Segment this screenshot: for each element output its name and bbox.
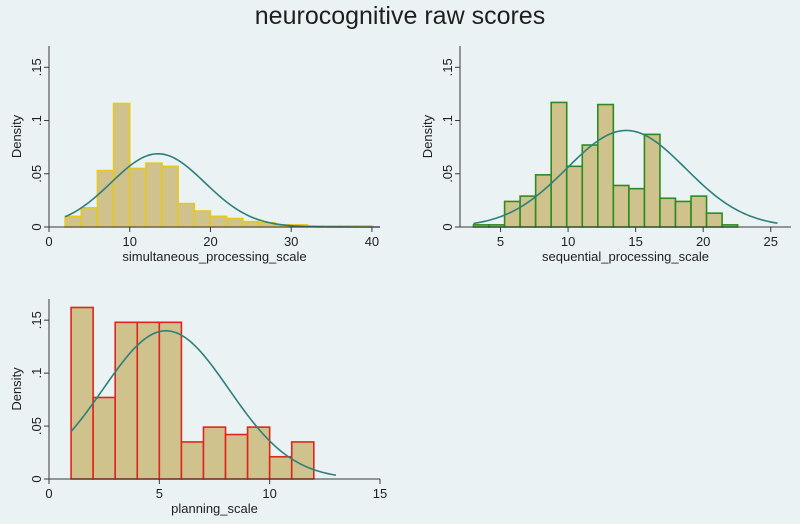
histogram-bar — [612, 184, 630, 228]
histogram-bar — [224, 433, 249, 480]
histogram-bar — [193, 210, 212, 228]
x-axis-label: simultaneous_processing_scale — [122, 249, 306, 264]
histogram-bar — [246, 426, 271, 480]
y-tick-label: .1 — [29, 368, 44, 379]
x-tick-label: 15 — [628, 234, 642, 249]
histogram-bar — [534, 174, 552, 228]
histogram-bar — [597, 103, 615, 228]
x-tick-label: 10 — [262, 486, 276, 501]
histogram-bar — [659, 197, 677, 228]
x-tick-label: 0 — [45, 486, 52, 501]
y-tick-label: .15 — [29, 311, 44, 329]
histogram-bar — [674, 200, 692, 228]
histogram-bar — [628, 187, 646, 228]
figure-title: neurocognitive raw scores — [254, 2, 546, 30]
y-tick-label: 0 — [29, 475, 44, 482]
histogram-bar — [705, 212, 723, 228]
x-tick-label: 20 — [696, 234, 710, 249]
histogram-bar — [145, 162, 163, 228]
y-tick-label: .05 — [29, 417, 44, 435]
histogram-bar — [177, 202, 196, 228]
histogram-bar — [92, 396, 116, 480]
y-tick-label: 0 — [29, 223, 44, 230]
x-axis-label: planning_scale — [171, 501, 258, 516]
y-axis-label: Density — [420, 114, 435, 158]
x-tick-label: 25 — [764, 234, 778, 249]
histogram-bar — [180, 441, 205, 480]
normal-density-curve — [70, 329, 337, 476]
normal-density-curve — [473, 129, 778, 225]
histogram-bar — [70, 306, 94, 480]
y-tick-label: .05 — [29, 165, 44, 183]
histogram-bar — [64, 215, 83, 228]
histogram-bar — [112, 102, 131, 228]
x-tick-label: 20 — [203, 234, 217, 249]
panel-3: 0 .05 .1 .15 Density 0 5 10 15 planning_scale — [9, 299, 387, 516]
histogram-bar — [128, 167, 147, 228]
histogram-bar — [202, 426, 227, 480]
histogram-bar — [80, 207, 99, 228]
histogram-bar — [690, 195, 708, 228]
y-tick-label: .15 — [29, 58, 44, 76]
x-tick-label: 0 — [45, 234, 52, 249]
histogram-bar — [550, 101, 568, 228]
y-tick-label: .1 — [29, 115, 44, 126]
histogram-bar — [241, 220, 260, 228]
x-tick-label: 30 — [284, 234, 298, 249]
y-axis-label: Density — [9, 114, 24, 158]
x-axis-label: sequential_processing_scale — [542, 249, 709, 264]
histogram-bar — [158, 321, 183, 480]
y-tick-label: .05 — [440, 165, 455, 183]
y-tick-label: .1 — [440, 115, 455, 126]
y-axis-label: Density — [9, 367, 24, 411]
histogram-bar — [643, 133, 661, 228]
y-tick-label: .15 — [440, 58, 455, 76]
histogram-bar — [96, 169, 115, 228]
panel-2: 0 .05 .1 .15 Density 5 10 15 20 25 sequential_proc… — [420, 46, 791, 264]
y-tick-label: 0 — [440, 223, 455, 230]
histogram-bar — [268, 455, 293, 480]
histogram-bar — [565, 165, 584, 228]
panel-1: 0 .05 .1 .15 Density 0 10 20 30 40 simultaneous_pr… — [9, 46, 380, 264]
histogram-bar — [519, 195, 537, 228]
x-tick-label: 10 — [561, 234, 575, 249]
histogram-bar — [161, 165, 179, 228]
x-tick-label: 15 — [373, 486, 387, 501]
histogram-bar — [581, 144, 599, 228]
histogram-bar — [225, 217, 244, 228]
histogram-bar — [209, 215, 228, 228]
histogram-bar — [114, 321, 139, 480]
x-tick-label: 10 — [122, 234, 136, 249]
x-tick-label: 5 — [497, 234, 504, 249]
x-tick-label: 40 — [365, 234, 379, 249]
x-tick-label: 5 — [156, 486, 163, 501]
histogram-bar — [136, 321, 161, 480]
